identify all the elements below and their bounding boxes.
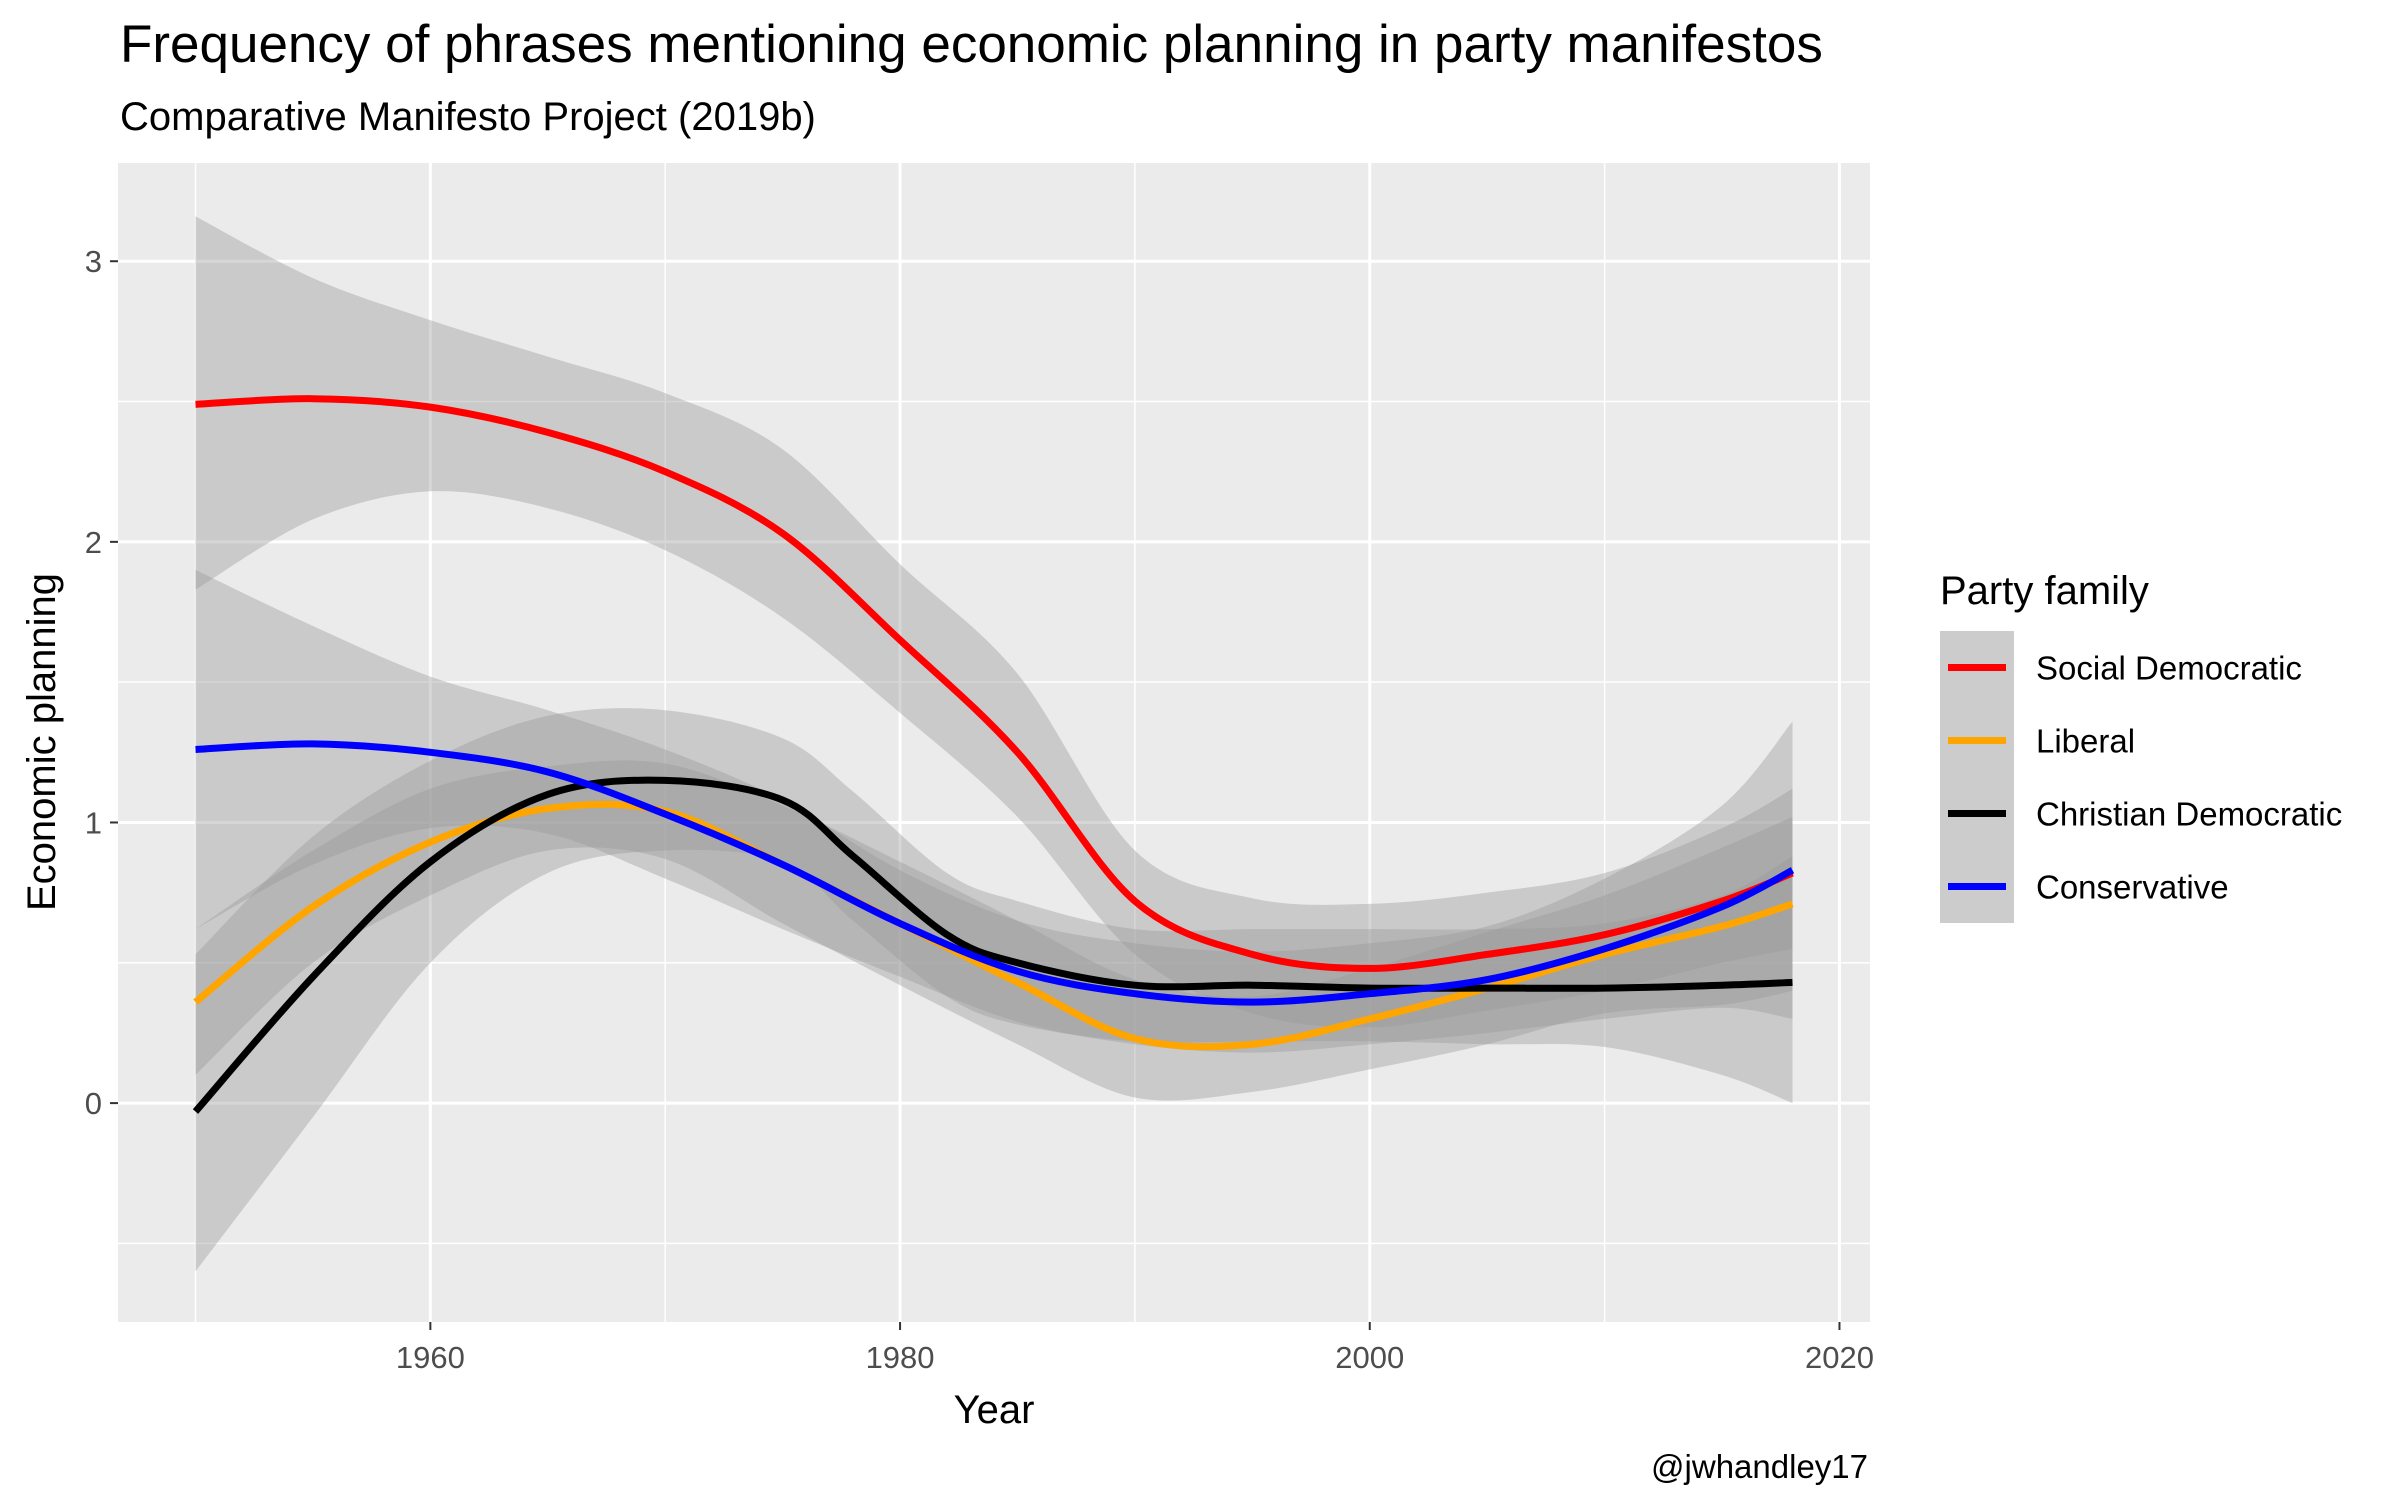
y-axis: 0 1 2 3 [85,244,118,1121]
legend-key-background [1940,631,2014,923]
confidence-ribbon [195,708,1793,1272]
major-grid [118,163,1870,1322]
x-tick-label: 1980 [866,1340,935,1375]
legend-label: Liberal [2036,723,2135,760]
y-tick-label: 1 [85,805,102,840]
chart-subtitle: Comparative Manifesto Project (2019b) [120,95,816,139]
series-line [193,800,1794,1051]
x-axis: 1960 1980 2000 2020 [396,1322,1874,1375]
y-tick-label: 0 [85,1086,102,1121]
series-line [192,776,1793,1114]
series-line [195,740,1795,1006]
y-tick-label: 2 [85,525,102,560]
x-tick-label: 2000 [1335,1340,1404,1375]
legend: Party family Social Democratic Liberal Chr… [1940,569,2342,923]
y-tick-label: 3 [85,244,102,279]
chart-title: Frequency of phrases mentioning economic… [120,15,1823,74]
plot-panel [118,163,1870,1322]
confidence-ribbon [195,216,1793,1028]
legend-title: Party family [1940,569,2149,613]
legend-label: Conservative [2036,869,2229,906]
legend-label: Christian Democratic [2036,796,2342,833]
series-lines [192,395,1795,1114]
y-axis-title: Economic planning [20,573,64,911]
series-line [195,395,1794,972]
legend-label: Social Democratic [2036,650,2302,687]
caption: @jwhandley17 [1651,1448,1868,1485]
x-tick-label: 2020 [1805,1340,1874,1375]
x-tick-label: 1960 [396,1340,465,1375]
x-axis-title: Year [954,1388,1035,1432]
